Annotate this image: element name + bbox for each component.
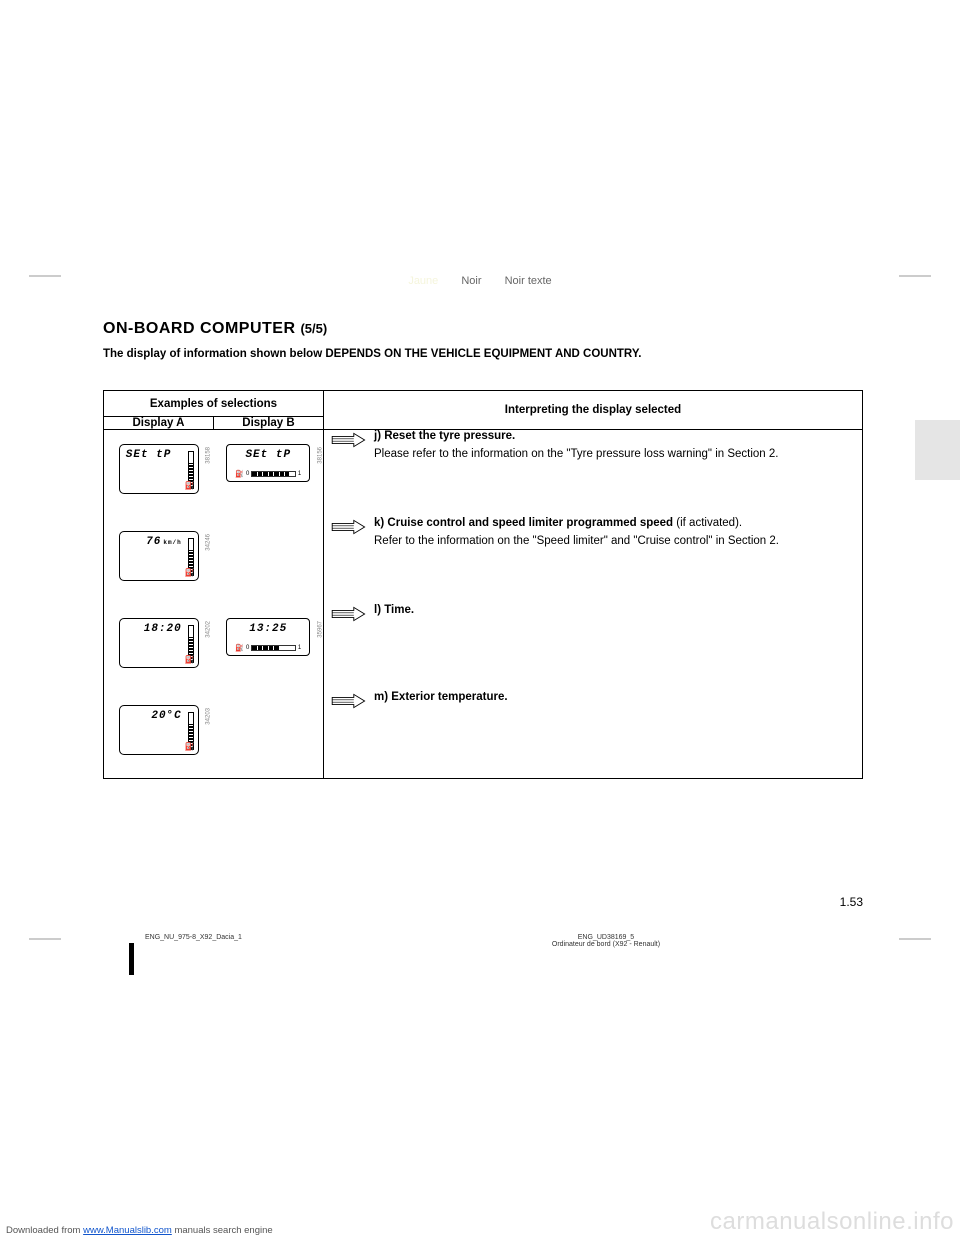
item-label-suffix: (if activated). bbox=[673, 517, 742, 529]
arrow-icon bbox=[331, 519, 367, 535]
arrow-icon bbox=[331, 432, 367, 448]
title-row: ON-BOARD COMPUTER (5/5) bbox=[103, 320, 863, 338]
page-title: ON-BOARD COMPUTER bbox=[103, 320, 300, 337]
download-source: Downloaded from www.Manualslib.com manua… bbox=[6, 1225, 273, 1236]
display-a-screen: 3420218:20⛽ bbox=[119, 618, 199, 668]
content-area: ON-BOARD COMPUTER (5/5) The display of i… bbox=[103, 320, 863, 779]
arrow-icon bbox=[331, 606, 367, 622]
interpretation-cell: l) Time. bbox=[324, 604, 863, 691]
item-label: l) Time. bbox=[374, 604, 852, 616]
page-container: Jaune Noir Noir texte ON-BOARD COMPUTER … bbox=[0, 0, 960, 1242]
display-b-cell: 38156 SEt tP ⛽01 bbox=[214, 430, 324, 518]
item-label-text: m) Exterior temperature. bbox=[374, 691, 508, 703]
table-row: 34202 18:20 ⛽ 35967 13:25 ⛽01 l) Time. bbox=[104, 604, 863, 691]
footer-right-line2: Ordinateur de bord (X92 - Renault) bbox=[552, 941, 660, 948]
table-row: 34203 20°C ⛽ m) Exterior temperature. bbox=[104, 691, 863, 779]
footer-right-line1: ENG_UD38169_5 bbox=[552, 934, 660, 941]
arrow-container bbox=[324, 517, 374, 540]
fuel-pump-icon: ⛽ bbox=[185, 481, 195, 490]
display-b-cell: 35967 13:25 ⛽01 bbox=[214, 604, 324, 691]
label-noir: Noir bbox=[461, 275, 481, 287]
arrow-icon bbox=[331, 693, 367, 709]
display-a-cell: 34203 20°C ⛽ bbox=[104, 691, 214, 779]
side-tab bbox=[915, 420, 960, 480]
lcd-text: 76km/h bbox=[146, 536, 182, 548]
img-code: 34203 bbox=[206, 708, 212, 725]
download-suffix: manuals search engine bbox=[172, 1225, 273, 1236]
table-row: 38158 SEt tP ⛽ 38156 SEt tP ⛽01 j) Reset the t… bbox=[104, 430, 863, 518]
display-a-cell: 34246 76km/h ⛽ bbox=[104, 517, 214, 604]
display-b-screen: 3596713:25⛽01 bbox=[226, 618, 310, 656]
fuel-pump-icon: ⛽ bbox=[185, 742, 195, 751]
download-prefix: Downloaded from bbox=[6, 1225, 83, 1236]
display-a-header: Display A bbox=[104, 417, 214, 430]
lcd-text: SEt tP bbox=[126, 449, 172, 461]
display-a-screen: 3420320°C⛽ bbox=[119, 705, 199, 755]
text-container: j) Reset the tyre pressure. Please refer … bbox=[374, 430, 852, 462]
fuel-gauge-icon: ⛽01 bbox=[235, 643, 301, 653]
display-a-screen: 38158SEt tP⛽ bbox=[119, 444, 199, 494]
item-label-text: k) Cruise control and speed limiter prog… bbox=[374, 517, 673, 529]
label-noir-texte: Noir texte bbox=[505, 275, 552, 287]
display-a-screen: 3424676km/h⛽ bbox=[119, 531, 199, 581]
fuel-pump-icon: ⛽ bbox=[185, 568, 195, 577]
item-description: Refer to the information on the "Speed l… bbox=[374, 533, 852, 549]
lcd-text: 18:20 bbox=[144, 623, 182, 635]
text-container: m) Exterior temperature. bbox=[374, 691, 852, 707]
selections-table: Examples of selections Interpreting the … bbox=[103, 390, 863, 779]
arrow-container bbox=[324, 430, 374, 453]
fuel-pump-icon: ⛽ bbox=[185, 655, 195, 664]
display-a-cell: 34202 18:20 ⛽ bbox=[104, 604, 214, 691]
subtitle: The display of information shown below D… bbox=[103, 348, 863, 360]
interpretation-cell: k) Cruise control and speed limiter prog… bbox=[324, 517, 863, 604]
img-code: 38158 bbox=[206, 447, 212, 464]
display-b-screen: 38156SEt tP⛽01 bbox=[226, 444, 310, 482]
interpret-header: Interpreting the display selected bbox=[324, 391, 863, 430]
item-label: m) Exterior temperature. bbox=[374, 691, 852, 703]
img-code: 38156 bbox=[317, 447, 323, 464]
lcd-text: 13:25 bbox=[227, 623, 309, 635]
crop-mark-bottom-right bbox=[899, 938, 931, 940]
text-container: k) Cruise control and speed limiter prog… bbox=[374, 517, 852, 549]
item-description: Please refer to the information on the "… bbox=[374, 446, 852, 462]
fuel-gauge-icon: ⛽01 bbox=[235, 469, 301, 479]
item-label: j) Reset the tyre pressure. bbox=[374, 430, 852, 442]
page-number: 1.53 bbox=[840, 895, 863, 909]
img-code: 34246 bbox=[206, 534, 212, 551]
arrow-container bbox=[324, 604, 374, 627]
display-b-header: Display B bbox=[214, 417, 324, 430]
lcd-text: SEt tP bbox=[227, 449, 309, 461]
lcd-text: 20°C bbox=[151, 710, 181, 722]
display-a-cell: 38158 SEt tP ⛽ bbox=[104, 430, 214, 518]
footer-code-left: ENG_NU_975-8_X92_Dacia_1 bbox=[145, 934, 242, 948]
footer-codes: ENG_NU_975-8_X92_Dacia_1 ENG_UD38169_5 O… bbox=[103, 934, 863, 948]
download-link[interactable]: www.Manualslib.com bbox=[83, 1225, 172, 1236]
interpretation-cell: j) Reset the tyre pressure. Please refer … bbox=[324, 430, 863, 518]
img-code: 34202 bbox=[206, 621, 212, 638]
item-label-text: j) Reset the tyre pressure. bbox=[374, 430, 515, 442]
text-container: l) Time. bbox=[374, 604, 852, 620]
display-b-cell bbox=[214, 517, 324, 604]
crop-mark-bottom-left bbox=[29, 938, 61, 940]
arrow-container bbox=[324, 691, 374, 714]
page-title-suffix: (5/5) bbox=[300, 321, 327, 336]
display-b-cell bbox=[214, 691, 324, 779]
item-label-text: l) Time. bbox=[374, 604, 414, 616]
watermark: carmanualsonline.info bbox=[710, 1208, 954, 1236]
label-jaune: Jaune bbox=[408, 275, 438, 287]
color-header: Jaune Noir Noir texte bbox=[0, 275, 960, 287]
examples-header: Examples of selections bbox=[104, 391, 324, 417]
interpretation-cell: m) Exterior temperature. bbox=[324, 691, 863, 779]
img-code: 35967 bbox=[317, 621, 323, 638]
footer-code-right: ENG_UD38169_5 Ordinateur de bord (X92 - … bbox=[552, 934, 660, 948]
table-row: 34246 76km/h ⛽ k) Cruise control and speed … bbox=[104, 517, 863, 604]
item-label: k) Cruise control and speed limiter prog… bbox=[374, 517, 852, 529]
